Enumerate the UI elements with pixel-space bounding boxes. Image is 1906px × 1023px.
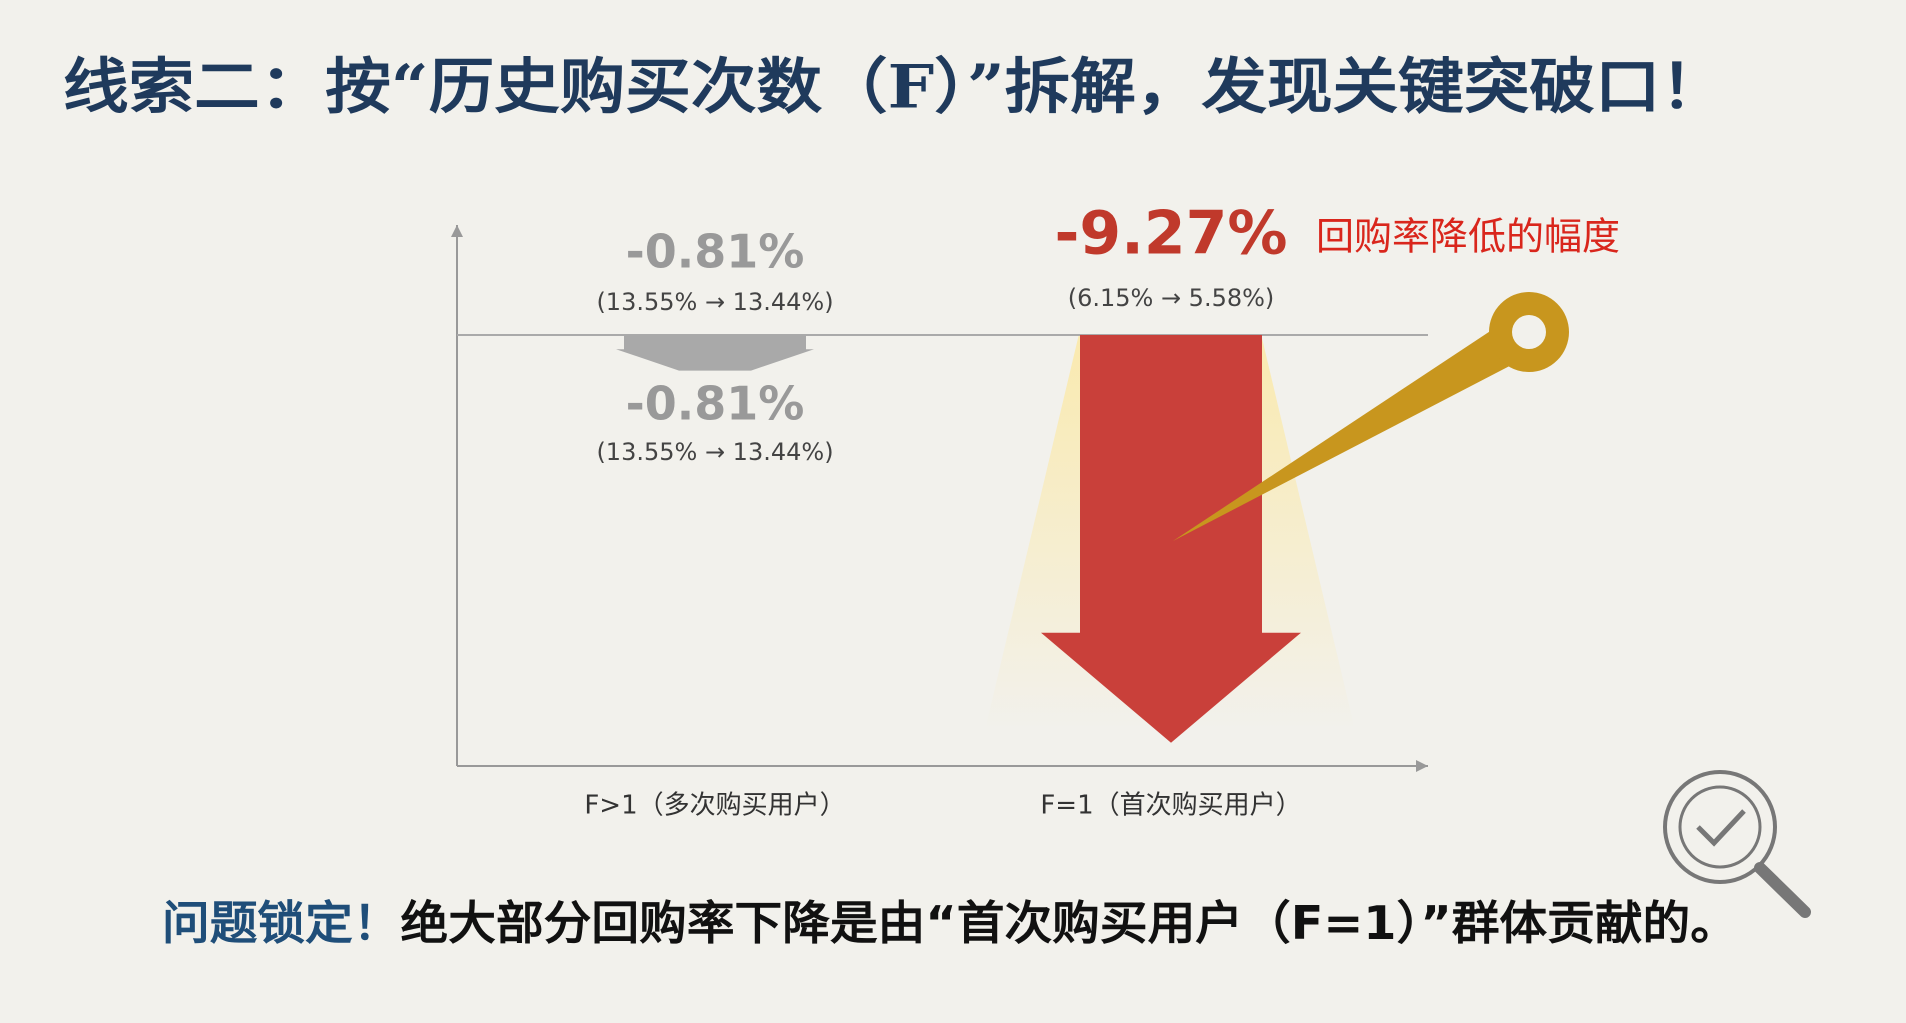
value-label: -9.27% (1054, 199, 1287, 269)
x-tick-label: F=1（首次购买用户） (1040, 791, 1301, 821)
value-detail: (6.15% → 5.58%) (1068, 284, 1275, 312)
pointer-needle (1173, 318, 1548, 541)
bar-arrow (616, 334, 814, 371)
chart: -0.81% (13.55% → 13.44%) -0.81% (13.55% → 1… (451, 199, 1428, 821)
pointer-hole (1512, 315, 1546, 349)
magnifier-icon (1663, 770, 1811, 918)
value-detail: (13.55% → 13.44%) (596, 438, 833, 466)
pointer (1173, 292, 1569, 541)
slide-title: 线索二：按“历史购买次数（F）”拆解，发现关键突破口！ (63, 53, 1726, 123)
value-label: -0.81% (626, 377, 805, 431)
conclusion: 问题锁定！ 绝大部分回购率下降是由“首次购买用户（F=1）”群体贡献的。 (162, 896, 1738, 950)
value-detail: (13.55% → 13.44%) (596, 288, 833, 316)
conclusion-highlight: 问题锁定！ (162, 896, 401, 950)
x-axis-arrow (1416, 760, 1428, 772)
conclusion-text: 绝大部分回购率下降是由“首次购买用户（F=1）”群体贡献的。 (401, 896, 1738, 950)
x-tick-label: F>1（多次购买用户） (584, 791, 845, 821)
value-label: -0.81% (626, 225, 805, 279)
y-axis-arrow (451, 225, 463, 237)
annotation: 回购率降低的幅度 (1316, 215, 1620, 259)
bar-arrow (1041, 334, 1301, 743)
